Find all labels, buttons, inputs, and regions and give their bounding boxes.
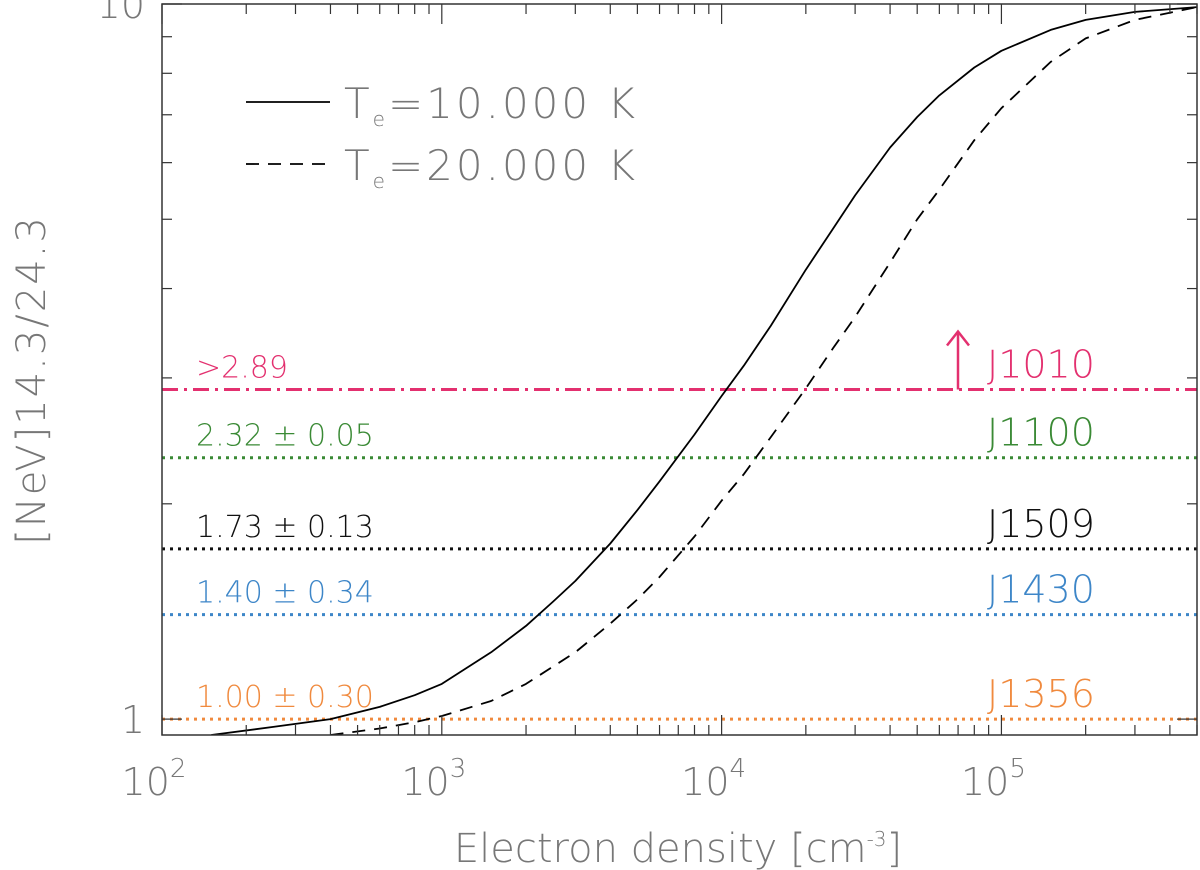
reference-value-label: 1.73 ± 0.13 xyxy=(196,510,374,545)
y-axis-label: [NeV]14.3/24.3 xyxy=(9,215,55,545)
series-line-solid xyxy=(211,6,1197,735)
reference-object-label: J1430 xyxy=(987,568,1095,612)
reference-value-label: 1.40 ± 0.34 xyxy=(196,576,374,611)
legend-label-symbol: T xyxy=(344,79,373,128)
x-axis-label-main: Electron density [cm xyxy=(454,826,867,870)
x-tick-label: 104 xyxy=(681,754,746,804)
legend-label-subscript: e xyxy=(373,107,388,131)
reference-value-label: 2.32 ± 0.05 xyxy=(196,419,374,454)
axis-ticks xyxy=(161,3,1198,735)
reference-value-label: 1.00 ± 0.30 xyxy=(196,680,374,715)
curves xyxy=(211,6,1197,735)
x-axis-label-exponent: -3 xyxy=(867,827,887,851)
x-tick-label: 103 xyxy=(401,754,466,804)
legend-label: Te=10.000 K xyxy=(344,79,638,131)
series-line-dashed xyxy=(330,6,1197,735)
x-tick-label-base: 10 xyxy=(961,760,1009,804)
reference-value-label: >2.89 xyxy=(196,350,288,385)
legend-label-text: =20.000 K xyxy=(388,141,638,190)
x-tick-label-exponent: 3 xyxy=(450,754,467,784)
lower-limit-arrow-head xyxy=(946,329,970,347)
legend-label: Te=20.000 K xyxy=(344,141,638,193)
x-tick-label-base: 10 xyxy=(401,760,449,804)
reference-object-label: J1356 xyxy=(987,672,1095,716)
x-axis-label: Electron density [cm-3] xyxy=(454,826,902,870)
reference-object-label: J1010 xyxy=(987,342,1095,386)
legend-label-subscript: e xyxy=(373,169,388,193)
x-tick-label-base: 10 xyxy=(122,760,170,804)
y-tick-label: 10 xyxy=(97,0,145,27)
x-axis-label-bracket: ] xyxy=(887,826,903,870)
plot-frame xyxy=(161,3,1198,736)
x-tick-label: 102 xyxy=(122,754,187,804)
x-tick-label-exponent: 4 xyxy=(730,754,747,784)
reference-lines: >2.89 J1010 2.32 ± 0.05 J1100 1.73 ± 0.13 J15… xyxy=(162,329,1197,721)
legend-label-symbol: T xyxy=(344,141,373,190)
x-tick-label-exponent: 2 xyxy=(170,754,187,784)
y-tick-label: 1 xyxy=(121,698,145,742)
legend-label-text: =10.000 K xyxy=(388,79,638,128)
x-tick-label-base: 10 xyxy=(681,760,729,804)
x-tick-label-exponent: 5 xyxy=(1009,754,1026,784)
reference-object-label: J1509 xyxy=(987,502,1095,546)
legend: Te=10.000 KTe=20.000 K xyxy=(246,79,638,193)
reference-object-label: J1100 xyxy=(987,411,1095,455)
x-tick-label: 105 xyxy=(961,754,1026,804)
